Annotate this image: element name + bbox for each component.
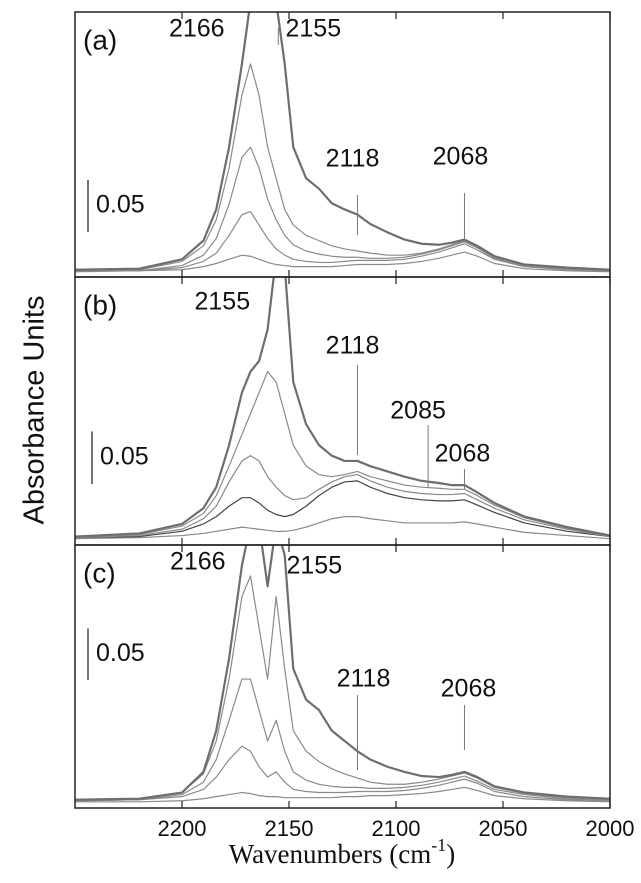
peak-label: 2118 <box>337 665 391 693</box>
x-tick-label: 2050 <box>479 816 528 841</box>
plot-area <box>75 12 610 273</box>
scale-bar-label: 0.05 <box>96 639 145 667</box>
spectrum-line <box>75 146 610 272</box>
plot-area <box>75 277 610 540</box>
peak-label: 2155 <box>286 552 342 580</box>
peak-label: 2118 <box>326 145 380 173</box>
spectrum-line <box>75 678 610 802</box>
panel-frame <box>74 276 611 546</box>
scale-bar-label: 0.05 <box>96 191 145 219</box>
peak-label: 2118 <box>326 332 380 360</box>
peak-label: 2085 <box>390 397 446 425</box>
x-axis-label: Wavenumbers (cm-1) <box>229 835 456 869</box>
x-tick-label: 2150 <box>265 816 314 841</box>
peak-label: 2166 <box>169 15 225 43</box>
panel-label: (b) <box>83 289 117 320</box>
spectrum-line <box>75 370 610 538</box>
plot-area <box>75 545 610 803</box>
peak-label: 2068 <box>435 440 491 468</box>
peak-label: 2166 <box>170 548 226 576</box>
peak-label: 2155 <box>194 288 250 316</box>
x-axis-label-end: ) <box>446 839 455 869</box>
spectrum-line <box>75 251 610 273</box>
peak-label: 2068 <box>433 143 489 171</box>
panel-label: (c) <box>83 557 116 588</box>
peak-label: 2068 <box>441 675 497 703</box>
spectrum-line <box>75 480 610 539</box>
x-tick-label: 2200 <box>158 816 207 841</box>
x-tick-label: 2000 <box>586 816 635 841</box>
x-tick-label: 2100 <box>372 816 421 841</box>
x-axis-label-exponent: -1 <box>431 835 446 855</box>
spectrum-line <box>75 545 610 801</box>
spectrum-line <box>75 12 610 271</box>
panel-frame <box>74 544 611 809</box>
x-axis-label-text: Wavenumbers (cm <box>229 839 432 869</box>
spectrum-line <box>75 277 610 538</box>
peak-label: 2155 <box>285 15 341 43</box>
scale-bar-label: 0.05 <box>100 442 149 470</box>
spectrum-line <box>75 516 610 540</box>
y-axis-label: Absorbance Units <box>19 296 51 525</box>
spectrum-line <box>75 455 610 539</box>
spectrum-line <box>75 745 610 802</box>
panel-label: (a) <box>83 24 117 55</box>
spectrum-line <box>75 210 610 272</box>
spectrum-line <box>75 786 610 803</box>
